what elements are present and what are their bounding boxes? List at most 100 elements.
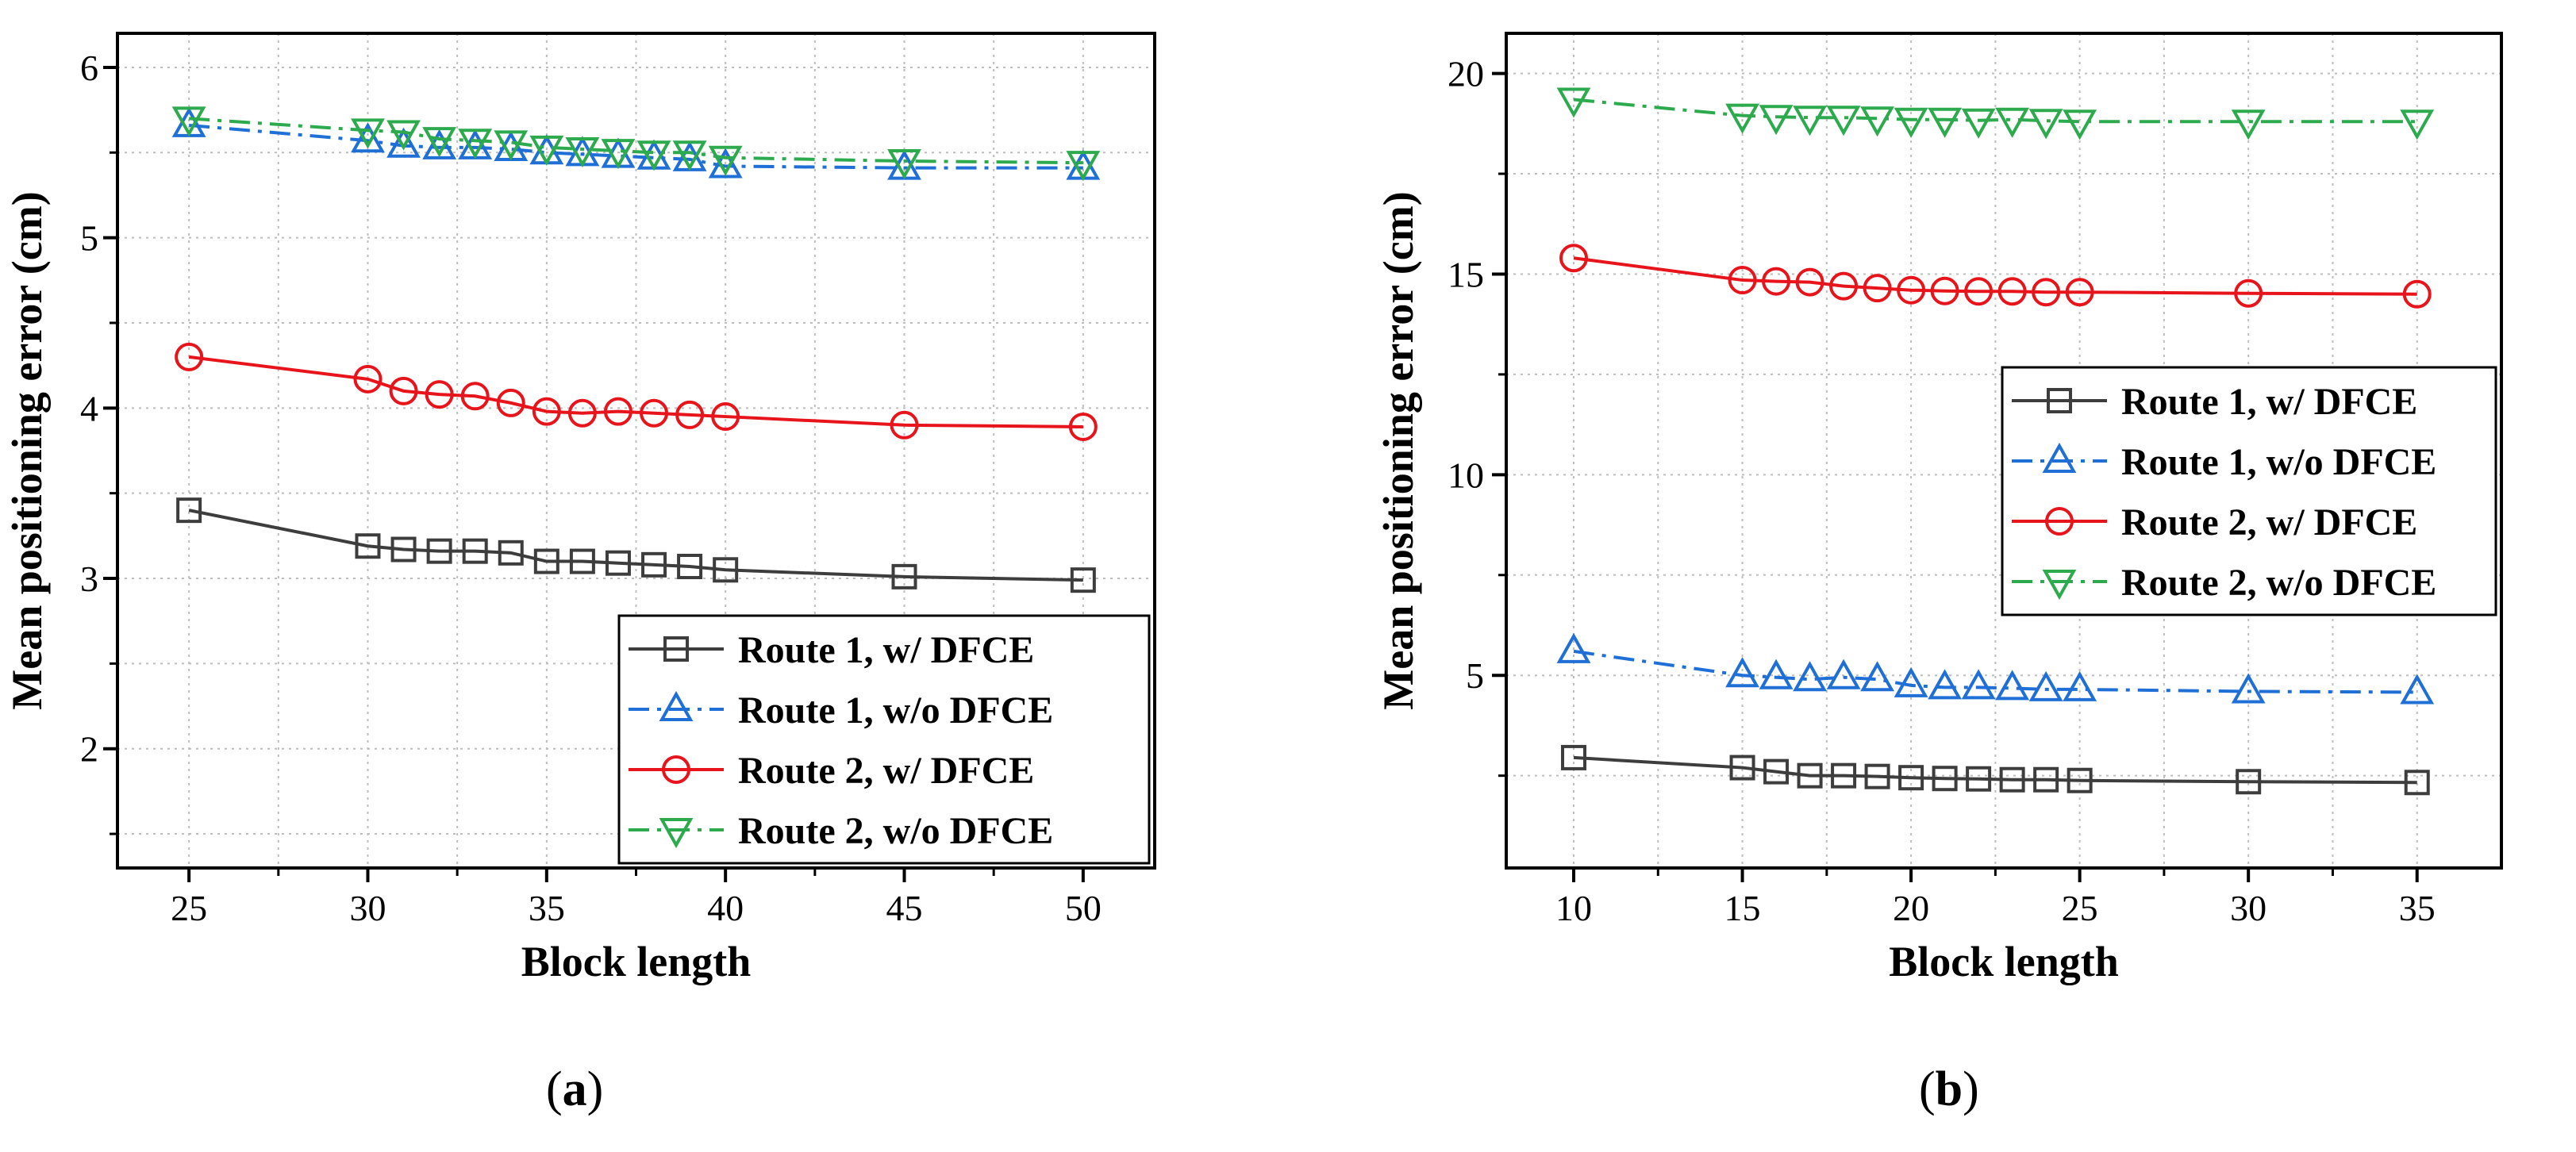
y-tick-label: 2 — [80, 729, 98, 770]
data-point — [1066, 151, 1101, 182]
data-point — [1997, 277, 2027, 306]
data-point — [386, 120, 421, 151]
series-line — [1573, 755, 2417, 785]
x-tick-label: 20 — [1893, 888, 1929, 928]
data-point — [1999, 766, 2025, 793]
data-point — [887, 149, 921, 180]
data-point — [1897, 275, 1926, 305]
data-point — [422, 127, 457, 158]
x-tick-label: 25 — [171, 888, 207, 928]
data-point — [2236, 769, 2262, 795]
data-point — [2028, 670, 2063, 701]
data-point — [565, 136, 600, 168]
y-tick-label: 15 — [1448, 254, 1484, 294]
data-point — [1070, 567, 1096, 593]
data-point — [426, 538, 452, 564]
series-line — [188, 355, 1083, 428]
data-point — [1759, 659, 1794, 689]
data-point — [1894, 666, 1928, 697]
data-point — [567, 398, 597, 428]
data-point — [2067, 767, 2093, 793]
data-point — [1725, 103, 1759, 134]
data-point — [1898, 765, 1924, 791]
series-4 — [171, 106, 1101, 182]
legend-marker — [663, 636, 689, 662]
data-point — [1961, 108, 1996, 139]
legend-box — [617, 614, 1151, 865]
plot-frame — [1505, 32, 2503, 870]
data-point — [603, 397, 632, 426]
data-point — [175, 342, 204, 371]
data-point — [1894, 107, 1928, 138]
legend-marker — [2045, 507, 2074, 536]
data-point — [2234, 278, 2263, 308]
data-point — [2400, 109, 2435, 140]
data-point — [1728, 266, 1757, 295]
legend-marker — [2042, 442, 2077, 473]
data-point — [1831, 762, 1857, 789]
data-point — [1995, 670, 2030, 701]
series-line — [188, 509, 1083, 582]
data-point — [1928, 669, 1963, 700]
data-point — [1860, 661, 1895, 692]
data-point — [891, 563, 917, 589]
series-line — [1573, 256, 2417, 296]
data-point — [422, 129, 457, 159]
x-tick-label: 40 — [707, 888, 744, 928]
data-point — [1797, 762, 1823, 789]
data-point — [1995, 107, 2030, 138]
data-point — [2063, 109, 2097, 140]
data-point — [171, 106, 206, 137]
data-point — [675, 400, 705, 429]
data-point — [1966, 766, 1992, 792]
data-point — [2065, 278, 2094, 307]
data-point — [529, 135, 564, 166]
chart-b: 10 15 20 25 30 35 5 10 15 20 Block length Mean posi… — [1375, 32, 2503, 985]
data-point — [460, 382, 490, 411]
data-point — [1793, 661, 1827, 692]
y-tick-label: 4 — [80, 388, 98, 428]
data-point — [636, 139, 671, 170]
data-point — [2402, 279, 2432, 309]
x-tick-label: 35 — [529, 888, 565, 928]
data-point — [355, 533, 381, 559]
data-point — [1829, 271, 1859, 301]
data-point — [1762, 267, 1791, 296]
data-point — [1068, 412, 1098, 441]
series-line — [188, 123, 1083, 170]
data-point — [1961, 669, 1996, 700]
legend-label: Route 1, w/ DFCE — [2121, 381, 2417, 423]
data-point — [1556, 632, 1591, 663]
data-point — [1860, 106, 1895, 137]
data-point — [636, 140, 671, 171]
data-point — [708, 148, 743, 179]
data-point — [351, 118, 385, 149]
data-point — [601, 139, 636, 170]
y-tick-label: 3 — [80, 559, 98, 599]
y-tick-label: 20 — [1448, 54, 1484, 94]
data-point — [890, 410, 919, 440]
y-axis-title: Mean positioning error (cm) — [1375, 191, 1422, 709]
legend: Route 1, w/ DFCE Route 1, w/o DFCE Route 2… — [617, 614, 1151, 865]
data-point — [425, 380, 454, 409]
data-point — [1932, 766, 1958, 792]
series-2 — [1556, 632, 2435, 705]
y-tick-label: 5 — [80, 218, 98, 259]
data-point — [1826, 106, 1861, 136]
x-tick-label: 30 — [349, 888, 386, 928]
data-point — [498, 540, 524, 566]
legend-marker — [662, 755, 690, 784]
x-tick-label: 15 — [1724, 888, 1761, 928]
data-point — [1561, 744, 1587, 770]
data-point — [496, 388, 525, 417]
data-point — [641, 551, 667, 578]
legend-label: Route 1, w/o DFCE — [738, 689, 1053, 732]
data-point — [1826, 659, 1861, 689]
series-line — [1573, 649, 2417, 694]
ticks: 10 15 20 25 30 35 5 10 15 20 — [1448, 54, 2436, 928]
x-tick-label: 30 — [2230, 888, 2266, 928]
x-axis-title: Block length — [521, 938, 752, 985]
data-point — [386, 127, 421, 158]
data-point — [2404, 770, 2430, 796]
